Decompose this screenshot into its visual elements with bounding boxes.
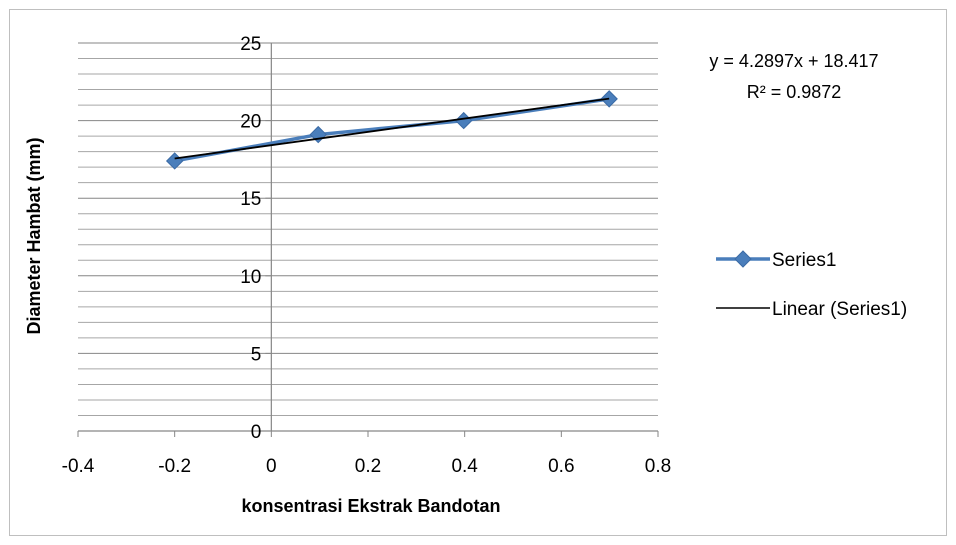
trendline bbox=[174, 97, 610, 160]
x-tick-label: 0.2 bbox=[355, 456, 381, 477]
chart-frame bbox=[9, 9, 947, 536]
y-tick-label: 25 bbox=[240, 34, 261, 55]
trendline-equation: y = 4.2897x + 18.417 bbox=[709, 51, 878, 71]
data-point bbox=[454, 111, 473, 130]
legend-series1-marker bbox=[734, 250, 752, 268]
legend-linear-label: Linear (Series1) bbox=[772, 299, 907, 320]
x-tick-label: -0.2 bbox=[158, 456, 191, 477]
x-tick-label: 0 bbox=[266, 456, 277, 477]
x-tick-label: 0.4 bbox=[451, 456, 478, 477]
x-axis-title: konsentrasi Ekstrak Bandotan bbox=[241, 496, 500, 516]
x-tick-label: 0.8 bbox=[645, 456, 671, 477]
legend: Series1 Linear (Series1) bbox=[716, 250, 907, 320]
data-point bbox=[165, 152, 184, 170]
y-tick-label: 0 bbox=[251, 422, 262, 443]
y-tick-label: 15 bbox=[240, 189, 261, 210]
x-tick-label: 0.6 bbox=[548, 456, 574, 477]
y-tick-label: 10 bbox=[240, 267, 261, 288]
x-tick-label: -0.4 bbox=[62, 456, 95, 477]
legend-series1-label: Series1 bbox=[772, 250, 836, 271]
r-squared-label: R² = 0.9872 bbox=[747, 82, 842, 102]
y-axis-title: Diameter Hambat (mm) bbox=[24, 137, 44, 334]
y-tick-label: 5 bbox=[251, 344, 262, 365]
y-tick-label: 20 bbox=[240, 112, 261, 133]
